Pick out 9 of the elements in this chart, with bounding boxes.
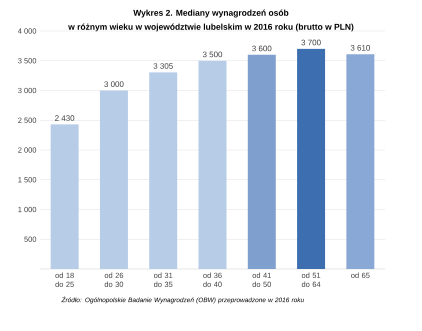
bar: [248, 54, 276, 269]
chart-subtitle: w różnym wieku w województwie lubelskim w 2016 roku (brutto w PLN): [68, 24, 354, 32]
bar: [149, 72, 178, 269]
bar: [198, 60, 227, 269]
bar: [100, 90, 128, 269]
chart-title: Wykres 2. Mediany wynagrodzeń osób: [133, 10, 288, 18]
bar: [297, 48, 326, 269]
bar: [346, 54, 374, 269]
bar: [50, 124, 79, 269]
